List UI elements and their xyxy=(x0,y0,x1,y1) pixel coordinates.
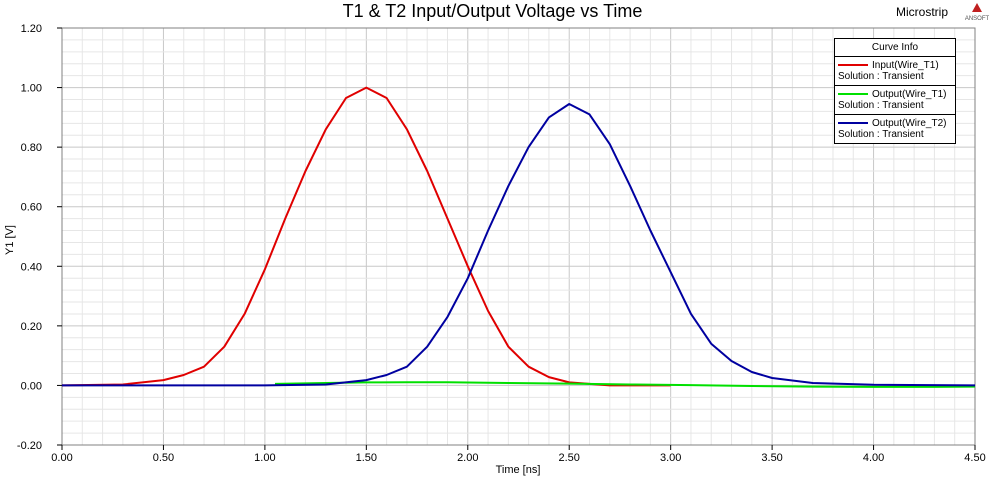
x-tick-label: 0.00 xyxy=(51,452,72,464)
plot-frame xyxy=(61,27,976,446)
x-tick-label: 1.50 xyxy=(356,452,377,464)
legend-label: Output(Wire_T2) xyxy=(872,117,947,129)
x-tick-label: 4.50 xyxy=(964,452,985,464)
y-tick-label: 0.80 xyxy=(21,142,42,154)
y-tick-label: 0.40 xyxy=(21,261,42,273)
y-tick-label: 0.60 xyxy=(21,202,42,214)
legend-solution: Solution : Transient xyxy=(838,71,924,82)
series-line-input-wire-t1 xyxy=(61,86,671,387)
y-tick-label: -0.20 xyxy=(17,440,42,452)
x-tick-label: 4.00 xyxy=(863,452,884,464)
legend-item[interactable]: Output(Wire_T1) Solution : Transient xyxy=(835,86,955,115)
legend-item[interactable]: Input(Wire_T1) Solution : Transient xyxy=(835,57,955,86)
svg-text:ANSOFT: ANSOFT xyxy=(965,16,990,22)
legend-label: Output(Wire_T1) xyxy=(872,88,947,100)
legend-solution: Solution : Transient xyxy=(838,129,924,140)
legend[interactable]: Curve Info Input(Wire_T1) Solution : Tra… xyxy=(834,38,956,144)
y-tick-label: 1.00 xyxy=(21,83,42,95)
series-lines xyxy=(61,86,976,388)
y-tick-label: 0.20 xyxy=(21,321,42,333)
x-axis-label: Time [ns] xyxy=(496,464,541,476)
series-line-output-wire-t1 xyxy=(274,381,976,388)
tick-labels: 0.00 0.50 1.00 1.50 2.00 2.50 3.00 3.50 4.00 4.50… xyxy=(17,23,986,464)
ansoft-logo: ANSOFT xyxy=(965,3,990,22)
legend-swatch-output-wire-t2 xyxy=(838,122,868,124)
x-tick-label: 3.50 xyxy=(761,452,782,464)
legend-swatch-output-wire-t1 xyxy=(838,93,868,95)
x-tick-label: 2.50 xyxy=(559,452,580,464)
legend-label: Input(Wire_T1) xyxy=(872,59,939,71)
legend-title: Curve Info xyxy=(835,39,955,57)
x-tick-label: 3.00 xyxy=(660,452,681,464)
legend-swatch-input-wire-t1 xyxy=(838,64,868,66)
y-axis-label: Y1 [V] xyxy=(4,225,16,255)
chart-title: T1 & T2 Input/Output Voltage vs Time xyxy=(342,1,643,21)
series-line-output-wire-t2 xyxy=(62,103,976,387)
x-tick-label: 1.00 xyxy=(254,452,275,464)
legend-item[interactable]: Output(Wire_T2) Solution : Transient xyxy=(835,115,955,143)
x-tick-label: 2.00 xyxy=(457,452,478,464)
x-tick-label: 0.50 xyxy=(153,452,174,464)
axes xyxy=(57,27,976,450)
y-tick-label: 1.20 xyxy=(21,23,42,35)
y-tick-label: 0.00 xyxy=(21,380,42,392)
legend-solution: Solution : Transient xyxy=(838,100,924,111)
project-name: Microstrip xyxy=(896,5,949,19)
